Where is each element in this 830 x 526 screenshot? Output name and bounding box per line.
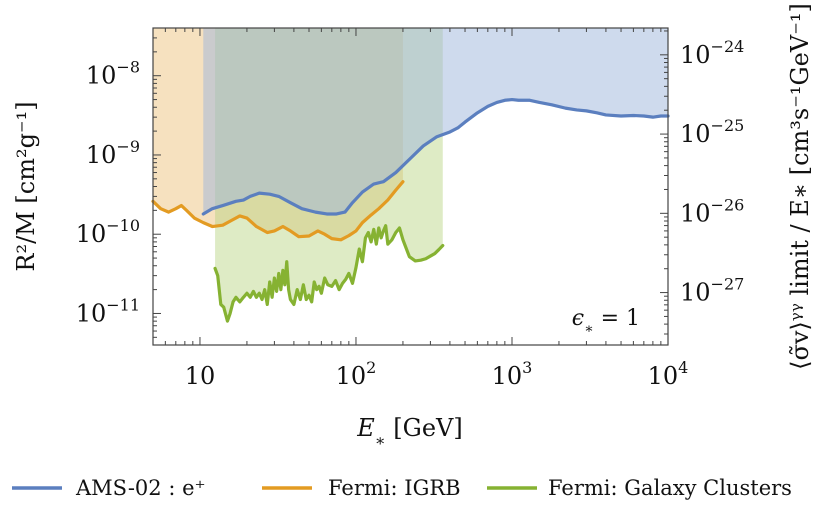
x-tick-label: 102 [336, 358, 377, 390]
axis-ticks [152, 27, 669, 346]
epsilon-annotation: ϵ∗ = 1 [572, 306, 640, 337]
y-tick-label-left: 10−8 [86, 58, 140, 90]
y-tick-label-right: 10−25 [680, 116, 744, 148]
y-tick-label-right: 10−24 [680, 37, 744, 69]
line-fermi-igrb [151, 180, 405, 242]
legend-label: AMS-02 : e⁺ [75, 476, 206, 500]
y-tick-label-right: 10−27 [680, 275, 744, 307]
line-fermi-galaxy-clusters [213, 224, 445, 323]
x-tick-label: 10 [185, 362, 216, 390]
y-tick-label-right: 10−26 [680, 195, 744, 227]
y-axis-label-right: ⟨σ̃v⟩ᵞᵞ limit / E∗ [cm³s⁻¹GeV⁻¹] [786, 3, 814, 370]
y-tick-label-left: 10−11 [76, 295, 140, 327]
x-axis-label: E∗ [GeV] [356, 414, 462, 450]
series-lines [151, 97, 670, 323]
y-tick-label-left: 10−9 [86, 137, 140, 169]
legend: AMS-02 : e⁺ Fermi: IGRB Fermi: Galaxy Clus… [12, 476, 792, 500]
legend-label: Fermi: Galaxy Clusters [548, 476, 792, 500]
legend-label: Fermi: IGRB [328, 476, 461, 500]
tick-labels: 10 102 103 104 10−11 10−10 10−9 10−8 10−27 10−26 1… [76, 37, 745, 390]
exclusion-fills [153, 28, 668, 322]
y-tick-label-left: 10−10 [76, 216, 140, 248]
line-ams-02-e- [201, 97, 670, 216]
y-axis-label-left: R²/M [cm²g⁻¹] [12, 101, 40, 271]
x-tick-label: 104 [648, 358, 689, 390]
x-tick-label: 103 [492, 358, 533, 390]
fill-ams-02-e- [203, 28, 668, 214]
